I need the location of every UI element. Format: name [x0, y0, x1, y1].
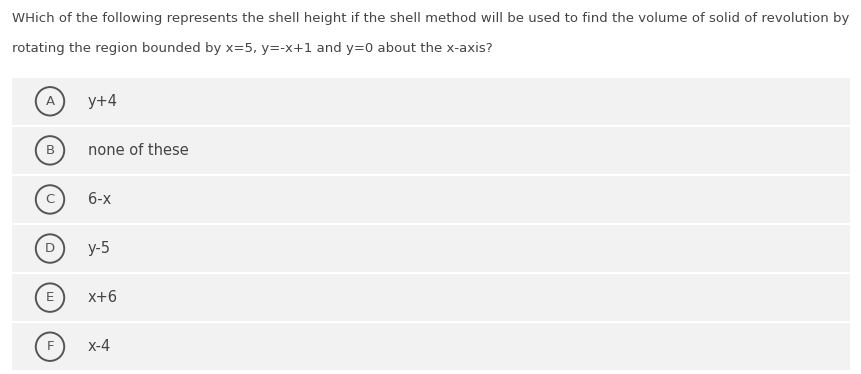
- Text: E: E: [46, 291, 54, 304]
- Text: y+4: y+4: [88, 94, 118, 109]
- Point: [43, 344, 57, 350]
- FancyBboxPatch shape: [12, 275, 849, 321]
- Point: [43, 98, 57, 104]
- Text: C: C: [46, 193, 54, 206]
- FancyBboxPatch shape: [12, 324, 849, 370]
- FancyBboxPatch shape: [12, 127, 849, 174]
- FancyBboxPatch shape: [12, 78, 849, 125]
- Point: [43, 147, 57, 153]
- Text: WHich of the following represents the shell height if the shell method will be u: WHich of the following represents the sh…: [12, 12, 848, 25]
- Point: [43, 295, 57, 301]
- FancyBboxPatch shape: [12, 225, 849, 272]
- Text: 6-x: 6-x: [88, 192, 111, 207]
- Point: [43, 246, 57, 252]
- Point: [43, 196, 57, 202]
- Text: x-4: x-4: [88, 339, 111, 354]
- Text: x+6: x+6: [88, 290, 118, 305]
- FancyBboxPatch shape: [12, 176, 849, 223]
- Text: none of these: none of these: [88, 143, 189, 158]
- Text: rotating the region bounded by x=5, y=-x+1 and y=0 about the x-axis?: rotating the region bounded by x=5, y=-x…: [12, 42, 492, 55]
- Text: F: F: [46, 340, 53, 353]
- Text: B: B: [46, 144, 54, 157]
- Text: A: A: [46, 95, 54, 108]
- Text: y-5: y-5: [88, 241, 111, 256]
- Text: D: D: [45, 242, 55, 255]
